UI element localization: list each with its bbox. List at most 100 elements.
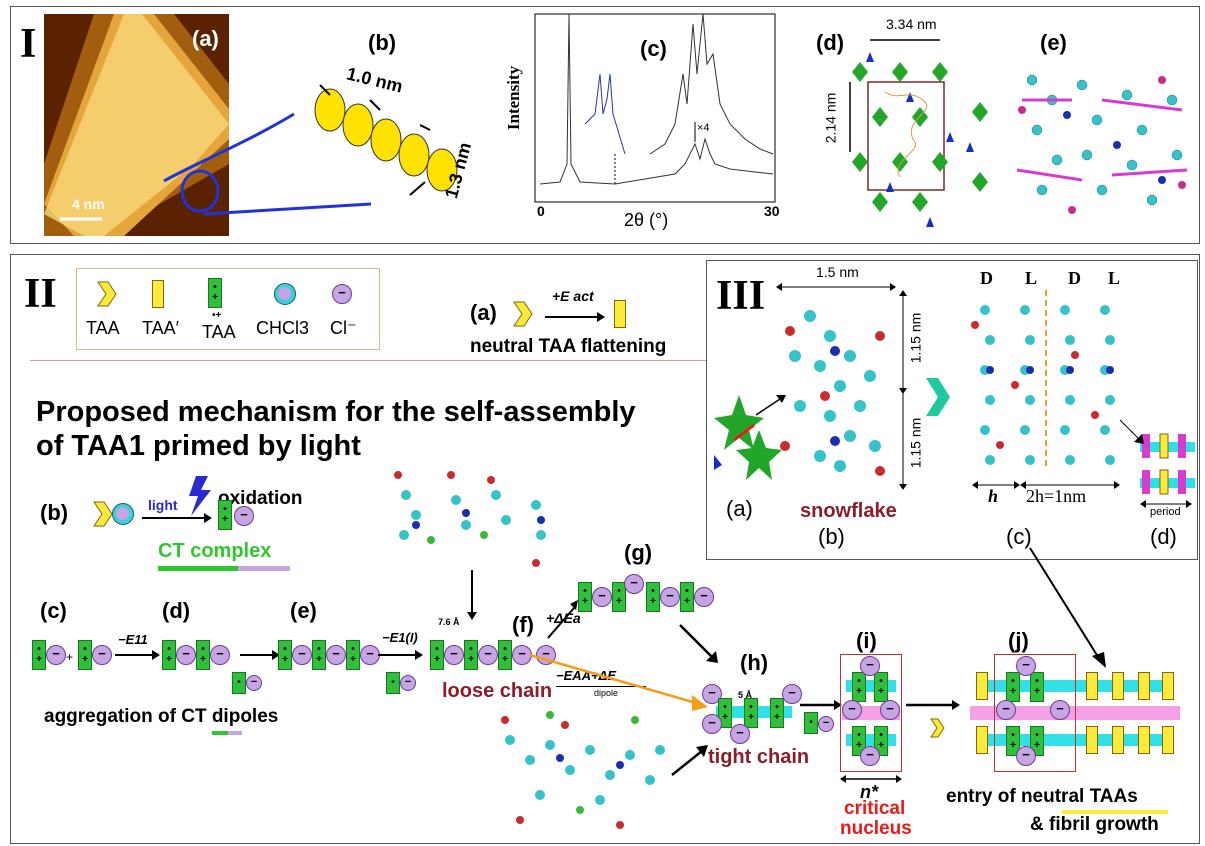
n-star: n*: [860, 782, 878, 802]
taa-icon-2a: [513, 301, 533, 327]
fibril-y8: [1138, 726, 1150, 754]
arrow-e-f: [378, 650, 423, 660]
cl-e2: −: [326, 645, 346, 665]
label-2b: (b): [40, 500, 69, 525]
2h-arrow: [1020, 481, 1120, 489]
label-2h: (h): [740, 650, 769, 675]
taar-h4: •: [804, 712, 818, 734]
plus-sign: +: [66, 650, 74, 664]
fibril-frame: [994, 654, 1076, 772]
taar-c1: • +: [32, 640, 46, 670]
cl-f2: −: [478, 645, 498, 665]
cl-c2: −: [92, 645, 112, 665]
label-3c: (c): [1006, 524, 1032, 549]
cl-e4: −: [400, 675, 416, 691]
cl-d3: −: [246, 675, 262, 691]
panel-3-roman: III: [716, 273, 766, 319]
cl-f3: −: [512, 645, 532, 665]
taar-g4: • +: [680, 582, 694, 612]
legend-chcl3: CHCl3: [256, 318, 310, 338]
taap-icon: [152, 280, 164, 308]
aggregation-label: aggregation of CT dipoles: [44, 706, 279, 727]
taar-d1: • +: [162, 640, 176, 670]
snowflake-molecule: [780, 310, 885, 476]
chevron-icon: [926, 378, 950, 416]
label-3d: (d): [1150, 524, 1177, 549]
legend-taap: TAA′: [142, 318, 180, 338]
chirality-l1: L: [1025, 268, 1038, 288]
ct-underline: [158, 566, 238, 571]
snowflake-height-2: 1.15 nm: [907, 417, 924, 469]
stm-image: [44, 14, 372, 236]
cl-g2: −: [624, 574, 644, 594]
taar-i1: • +: [852, 672, 866, 702]
taa-icon-j: [930, 718, 945, 738]
snowflake-label: snowflake: [800, 500, 897, 522]
legend-taar-sup: •+: [212, 310, 222, 321]
h-label: h: [988, 486, 999, 506]
cl-i3: −: [842, 700, 862, 720]
activation-energy: +E act: [552, 288, 594, 304]
cl-icon-2b: −: [234, 506, 254, 526]
growth-label: & fibril growth: [1030, 814, 1159, 835]
energy-d: −E11: [118, 632, 148, 647]
xrd-chart: [534, 13, 776, 203]
scale-bar-label: 4 nm: [72, 196, 105, 212]
period-diagram: [1140, 433, 1195, 508]
legend-box: [76, 268, 380, 350]
chcl3-icon-2b: [112, 503, 134, 525]
cl-icon: −: [332, 284, 352, 304]
lattice-diagram: [849, 39, 988, 227]
panel-3: [706, 260, 1198, 560]
taa-icon: [97, 281, 117, 307]
legend-taa: TAA: [86, 318, 120, 338]
arrow-c-d: [115, 650, 160, 660]
cl-j3: −: [996, 700, 1016, 720]
cl-c1: −: [46, 645, 66, 665]
cl-icon-minus: −: [338, 285, 346, 300]
taar-j1: • +: [1006, 672, 1020, 702]
label-2g: (g): [624, 540, 653, 565]
arrow-3c-to-j: [1029, 547, 1106, 668]
molecules-bottom: [501, 711, 665, 829]
2h-label: 2h=1nm: [1026, 486, 1087, 506]
label-2i: (i): [856, 628, 877, 653]
dipole-energy: −EAA+ΔE: [556, 668, 617, 683]
taar-icon: • +: [208, 278, 222, 308]
nucleus-label: nucleus: [840, 818, 912, 839]
taar-f1: • +: [430, 640, 444, 670]
aggregation-underline: [212, 731, 228, 735]
period-label: period: [1150, 506, 1181, 518]
snowflake-width: 1.5 nm: [816, 264, 859, 280]
fibril-y9: [1162, 672, 1174, 700]
mechanism-title-1: Proposed mechanism for the self-assembly: [36, 396, 636, 428]
taar-f3: • +: [498, 640, 512, 670]
lattice-width: 3.34 nm: [886, 16, 937, 32]
label-1a: (a): [192, 26, 219, 51]
taar-e4: •: [386, 672, 400, 694]
label-1c: (c): [640, 36, 667, 61]
tight-chain-label: tight chain: [708, 746, 810, 768]
taar-d3: •: [232, 672, 246, 694]
arrow-2a: [545, 312, 605, 322]
loose-chain-label: loose chain: [442, 680, 553, 702]
label-2j: (j): [1008, 628, 1029, 653]
fibril-y6: [1112, 726, 1124, 754]
legend-cl: Cl⁻: [330, 318, 357, 338]
fibril-y3: [1086, 672, 1098, 700]
lattice-height: 2.14 nm: [822, 92, 839, 144]
taar-f2: • +: [464, 640, 478, 670]
label-1d: (d): [816, 30, 845, 55]
arrow-f-g: [547, 600, 578, 639]
arrow-molecules-to-f: [467, 570, 477, 620]
nucleus-frame: [840, 654, 902, 772]
cl-i4: −: [880, 700, 900, 720]
molecular-structure-1e: [1016, 74, 1188, 214]
arrow-2b: [142, 513, 212, 523]
label-2c: (c): [40, 598, 67, 623]
chirality-d1: D: [980, 268, 993, 288]
snowflake-height-1: 1.15 nm: [907, 312, 924, 364]
cl-g4: −: [694, 587, 714, 607]
cl-h4: −: [730, 724, 750, 744]
cl-i1: −: [860, 656, 880, 676]
